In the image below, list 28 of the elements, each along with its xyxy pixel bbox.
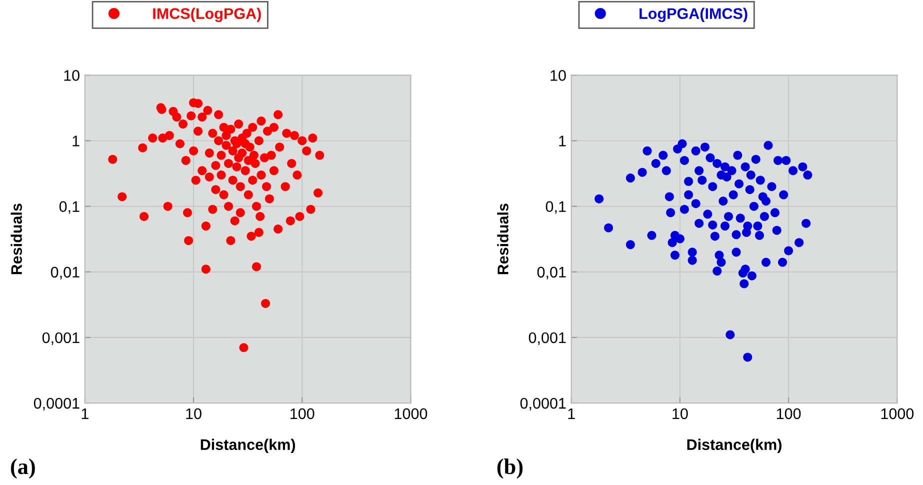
text: (a) xyxy=(10,458,35,479)
x-tick-label: 100 xyxy=(290,408,314,420)
x-tick-label: 1 xyxy=(82,408,88,419)
y-tick-label: 0,0001 xyxy=(34,398,80,411)
x-tick-label: 10 xyxy=(186,408,202,420)
y-axis-title: Residuals xyxy=(10,204,22,274)
y-tick-label: 0,1 xyxy=(546,201,566,214)
y-tick-label: 0,01 xyxy=(537,266,566,280)
y-tick-label: 0,001 xyxy=(42,332,80,345)
x-axis-title: Distance(km) xyxy=(687,438,782,454)
y-tick-label: 0,01 xyxy=(50,266,80,280)
x-tick-label: 100 xyxy=(776,408,801,420)
legend-label: LogPGA(IMCS) xyxy=(640,8,748,22)
y-tick-label: 10 xyxy=(550,70,566,81)
x-tick-label: 1000 xyxy=(881,408,914,420)
x-axis-title: Distance(km) xyxy=(200,438,296,454)
y-axis-title: Residuals xyxy=(497,204,508,274)
legend-label: IMCS(LogPGA) xyxy=(153,8,261,22)
text: (b) xyxy=(497,458,523,479)
x-tick-label: 1000 xyxy=(394,408,428,420)
y-tick-label: 0,1 xyxy=(59,201,80,214)
x-tick-label: 1 xyxy=(568,408,575,419)
x-tick-label: 10 xyxy=(672,408,688,420)
y-tick-label: 1 xyxy=(72,136,80,146)
y-tick-label: 0,001 xyxy=(528,332,566,345)
y-tick-label: 10 xyxy=(64,70,80,81)
y-tick-label: 0,0001 xyxy=(520,398,566,411)
y-tick-label: 1 xyxy=(559,136,566,146)
